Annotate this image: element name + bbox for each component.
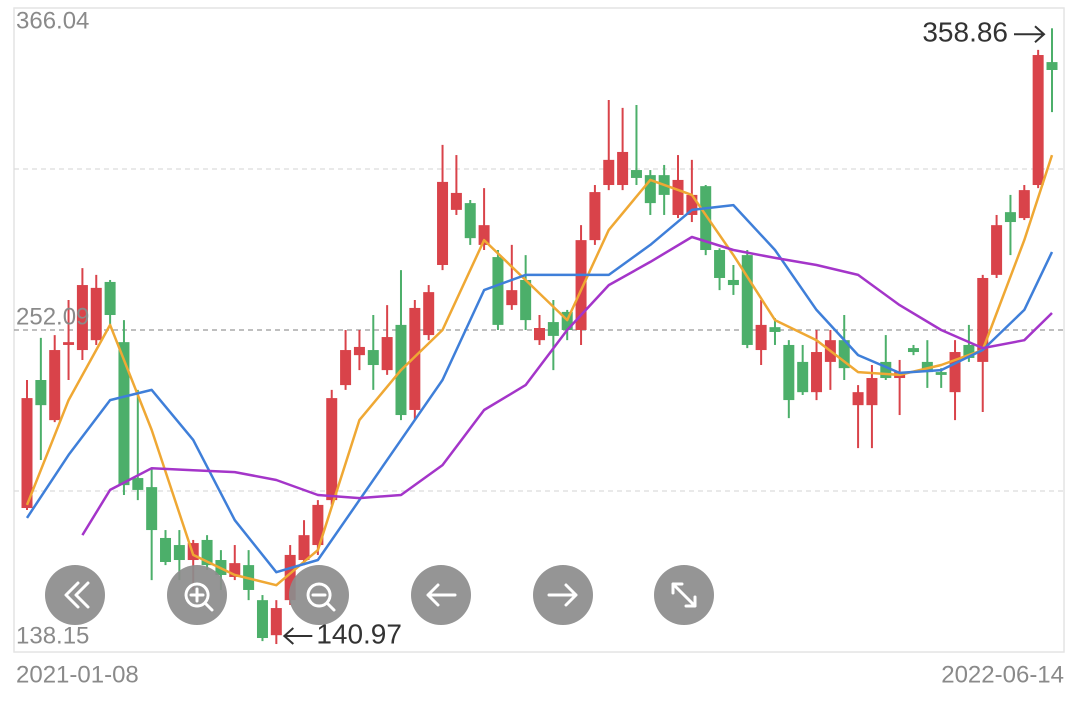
candle-body — [160, 537, 172, 562]
candle-body — [256, 600, 268, 639]
candle-body — [686, 194, 698, 215]
candle-body — [741, 255, 753, 345]
button-icon[interactable] — [306, 582, 336, 612]
candle-body — [340, 350, 352, 386]
first-page-button[interactable] — [45, 565, 105, 625]
min-label: 140.97 — [316, 618, 402, 649]
x-tick-label: 2021-01-08 — [16, 661, 139, 688]
candle-body — [700, 186, 712, 251]
y-tick-label: 366.04 — [16, 7, 89, 34]
candle-body — [991, 225, 1003, 275]
candle-body — [90, 287, 102, 341]
candle-body — [353, 346, 365, 356]
next-button[interactable] — [533, 565, 593, 625]
candle-body — [1004, 212, 1016, 223]
candle-body — [797, 361, 809, 393]
candle-body — [603, 159, 615, 186]
max-arrow — [1014, 25, 1046, 44]
candle-body — [312, 504, 324, 546]
candle-body — [409, 307, 421, 410]
moving-average-line — [25, 154, 1054, 587]
candle-body — [880, 361, 892, 379]
button-icon[interactable] — [671, 582, 697, 608]
candle-body — [104, 281, 116, 316]
candle-body — [1018, 190, 1030, 219]
candle-body — [589, 192, 601, 241]
candle-body — [866, 378, 878, 406]
candle-body — [49, 350, 61, 421]
zoom-in-button[interactable] — [167, 565, 227, 625]
candle-body — [173, 545, 185, 561]
candle-body — [907, 348, 919, 353]
candle-body — [783, 344, 795, 401]
moving-average-line — [81, 235, 1053, 536]
candle-body — [298, 535, 310, 561]
candle-body — [270, 608, 282, 636]
max-label: 358.86 — [922, 17, 1008, 48]
candle-body — [727, 279, 739, 286]
candle-body — [630, 170, 642, 178]
zoom-out-button[interactable] — [289, 565, 349, 625]
candle-body — [146, 487, 158, 531]
candle-body — [201, 539, 213, 566]
candle-body — [284, 554, 296, 601]
candle-body — [492, 257, 504, 325]
candle-body — [450, 192, 462, 210]
candle-body — [838, 340, 850, 369]
candle-body — [935, 372, 947, 375]
button-icon[interactable] — [426, 583, 457, 607]
candle-body — [1032, 55, 1044, 186]
button-icon[interactable] — [547, 583, 578, 607]
candle-body — [547, 322, 559, 336]
candle-body — [977, 277, 989, 362]
y-tick-label: 252.09 — [16, 303, 89, 330]
x-tick-label: 2022-06-14 — [941, 661, 1064, 688]
candle-body — [714, 250, 726, 278]
previous-button[interactable] — [411, 565, 471, 625]
candle-body — [852, 392, 864, 406]
button-icon[interactable] — [184, 582, 214, 612]
candle-body — [464, 203, 476, 239]
min-arrow — [282, 627, 313, 645]
candle-body — [755, 324, 767, 351]
candle-body — [132, 478, 144, 490]
candle-body — [921, 361, 933, 373]
fullscreen-button[interactable] — [654, 565, 714, 625]
candle-body — [534, 328, 545, 341]
button-icon[interactable] — [64, 581, 90, 609]
candle-body — [423, 292, 435, 336]
y-tick-label: 138.15 — [16, 622, 89, 649]
candle-body — [506, 290, 518, 306]
moving-average-line — [25, 203, 1054, 574]
candle-body — [672, 179, 684, 215]
candle-body — [949, 352, 961, 393]
candle-body — [326, 398, 338, 501]
candle-body — [520, 279, 532, 321]
candle-body — [118, 342, 130, 486]
candle-body — [1046, 62, 1058, 71]
candle-body — [229, 563, 241, 577]
candle-body — [617, 151, 629, 186]
candle-body — [381, 337, 393, 371]
candle-body — [769, 327, 781, 332]
candle-body — [21, 398, 33, 509]
candle-body — [35, 380, 47, 406]
candle-body — [811, 352, 823, 393]
candle-body — [644, 175, 656, 204]
candle-body — [575, 240, 587, 330]
candle-body — [478, 225, 490, 245]
candle-body — [367, 350, 379, 366]
candle-body — [437, 181, 449, 265]
candle-body — [963, 344, 975, 358]
candle-body — [76, 285, 88, 351]
candle-body — [63, 342, 75, 345]
